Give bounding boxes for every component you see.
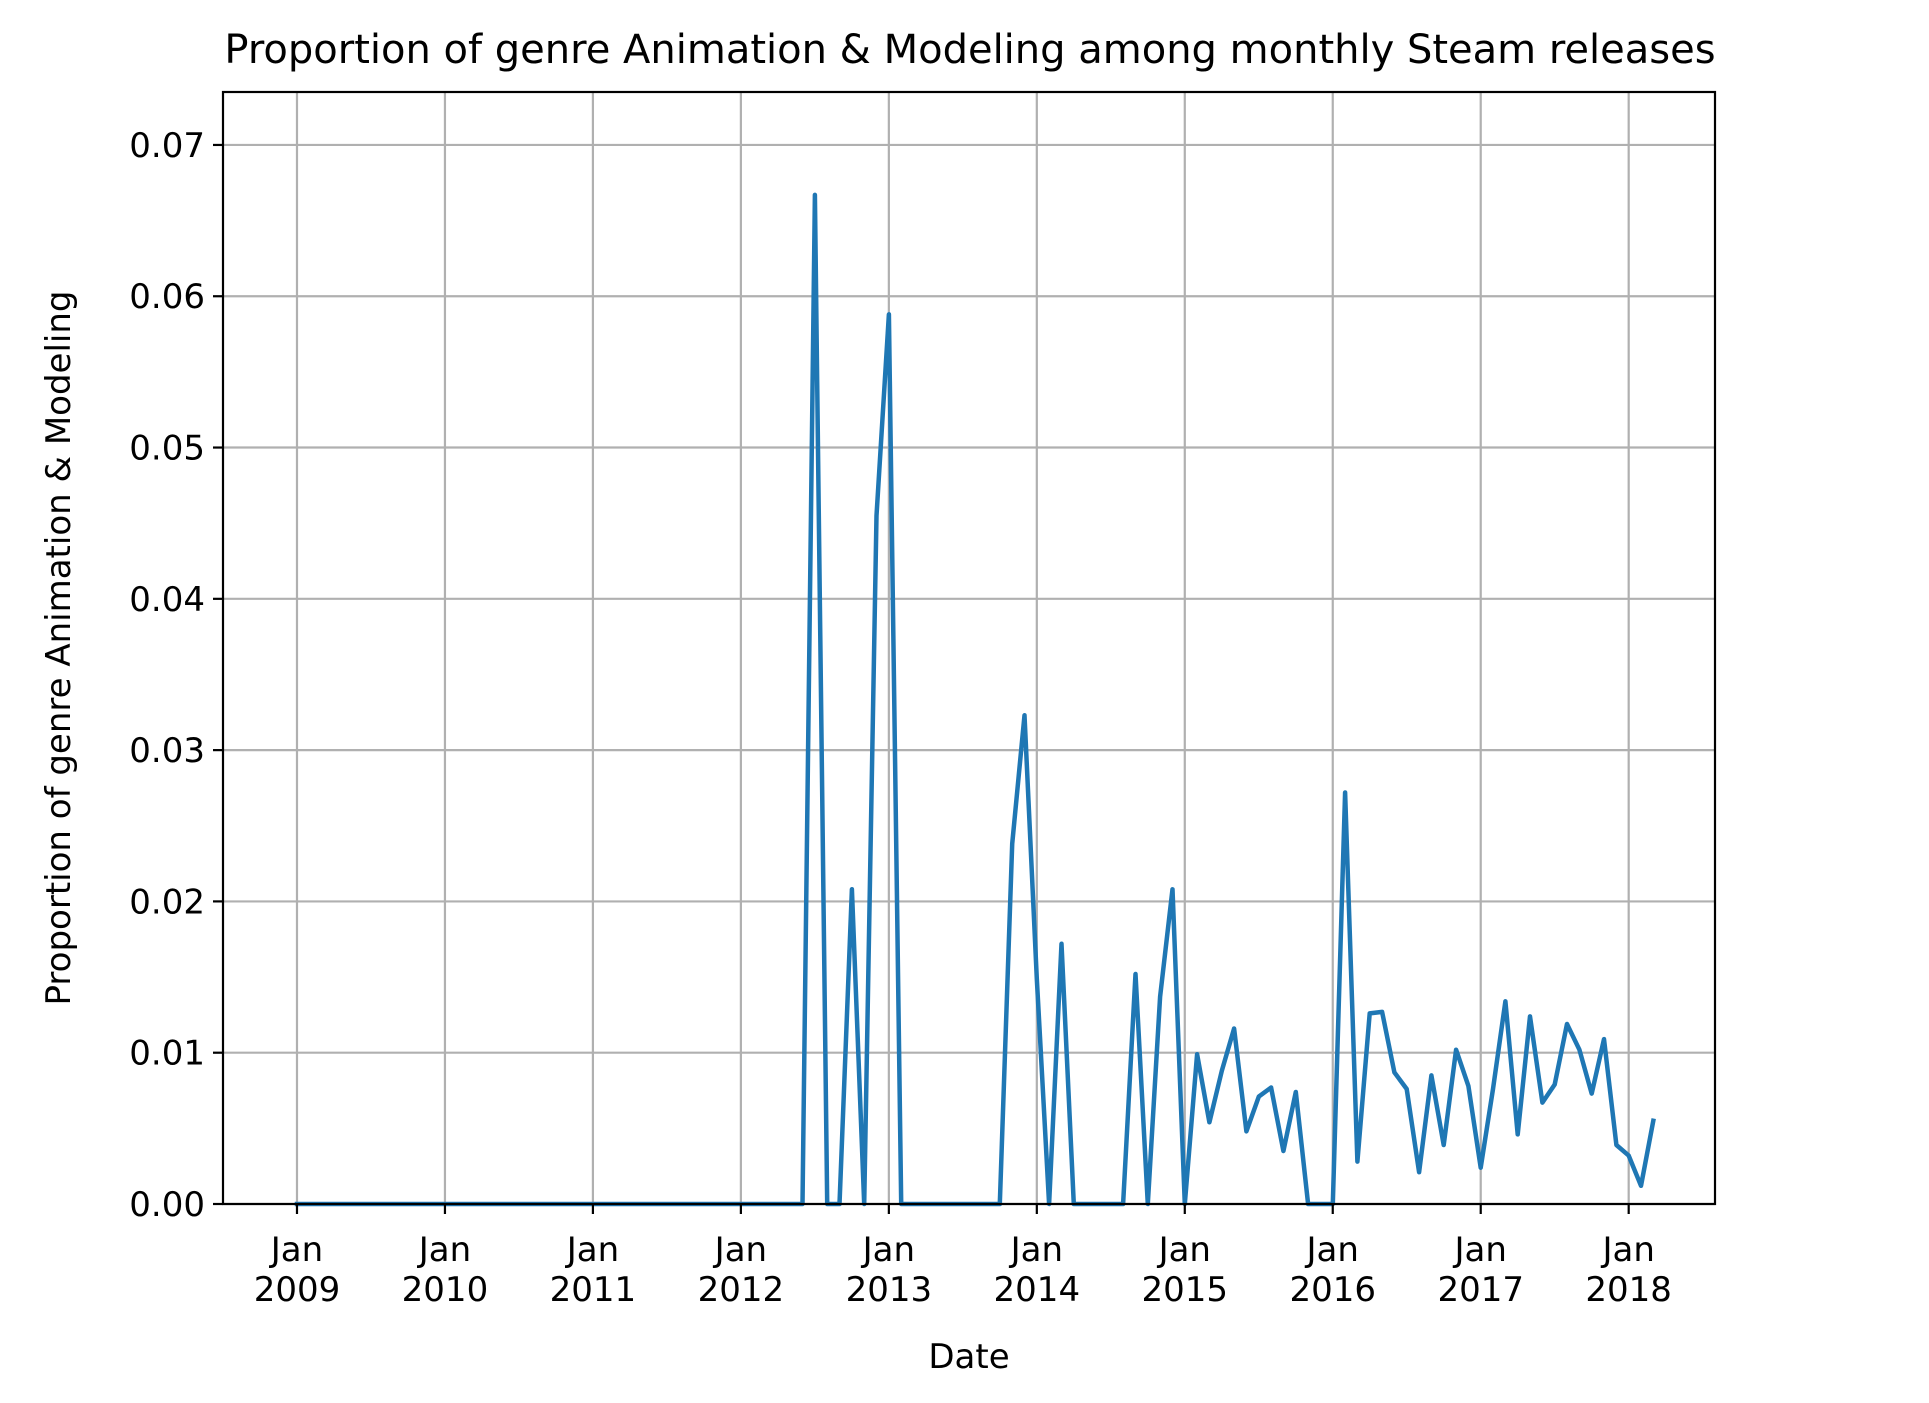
data-point	[1530, 1016, 1531, 1017]
data-point	[814, 194, 815, 195]
data-point	[888, 314, 889, 315]
x-tick-label: Jan 2009	[254, 1230, 341, 1310]
data-point	[851, 889, 852, 890]
x-tick-label-line: 2016	[1289, 1270, 1376, 1310]
data-point	[1024, 715, 1025, 716]
x-tick-label: Jan 2018	[1585, 1230, 1672, 1310]
data-point	[1197, 1054, 1198, 1055]
x-tick-label: Jan 2014	[994, 1230, 1081, 1310]
data-point	[1061, 943, 1062, 944]
x-tick-label-line: 2009	[254, 1270, 341, 1310]
data-point	[1480, 1167, 1481, 1168]
data-point	[1234, 1028, 1235, 1029]
data-point	[1641, 1185, 1642, 1186]
x-tick-label-line: 2011	[550, 1270, 637, 1310]
y-tick-label: 0.03	[129, 731, 205, 771]
data-point	[1258, 1096, 1259, 1097]
data-point	[1542, 1102, 1543, 1103]
x-tick-label-line: Jan	[861, 1230, 915, 1270]
data-point	[1456, 1049, 1457, 1050]
x-tick-label-line: 2010	[402, 1270, 489, 1310]
x-tick-label-line: Jan	[1600, 1230, 1654, 1270]
y-axis-label: Proportion of genre Animation & Modeling	[39, 291, 79, 1006]
x-axis-label: Date	[928, 1337, 1009, 1377]
y-tick-label: 0.05	[129, 429, 205, 469]
y-tick-label: 0.00	[129, 1185, 205, 1225]
data-point	[1160, 996, 1161, 997]
data-point	[1246, 1131, 1247, 1132]
data-point	[1493, 1089, 1494, 1090]
y-tick-label: 0.01	[129, 1034, 205, 1074]
x-tick-label: Jan 2016	[1289, 1230, 1376, 1310]
x-tick-label-line: 2012	[698, 1270, 785, 1310]
y-tick-label: 0.02	[129, 882, 205, 922]
x-tick-label: Jan 2013	[846, 1230, 933, 1310]
data-point	[1419, 1172, 1420, 1173]
x-tick-label: Jan 2017	[1437, 1230, 1524, 1310]
data-point	[1135, 974, 1136, 975]
x-tick-label-line: Jan	[417, 1230, 471, 1270]
data-point	[1394, 1072, 1395, 1073]
data-point	[1616, 1144, 1617, 1145]
x-tick-label: Jan 2012	[698, 1230, 785, 1310]
x-tick-label-line: Jan	[1009, 1230, 1063, 1270]
x-tick-label-line: Jan	[1305, 1230, 1359, 1270]
data-point	[1209, 1122, 1210, 1123]
x-tick-label-line: 2015	[1142, 1270, 1229, 1310]
data-point	[1604, 1039, 1605, 1040]
x-tick-label-line: Jan	[1157, 1230, 1211, 1270]
data-point	[876, 515, 877, 516]
y-tick-label: 0.06	[129, 277, 205, 317]
y-tick-label: 0.07	[129, 126, 205, 166]
x-tick-label-line: Jan	[1453, 1230, 1507, 1270]
data-point	[1517, 1134, 1518, 1135]
data-point	[1468, 1085, 1469, 1086]
x-tick-label-line: Jan	[565, 1230, 619, 1270]
x-tick-label: Jan 2010	[402, 1230, 489, 1310]
data-point	[1653, 1120, 1654, 1121]
data-point	[1345, 792, 1346, 793]
data-point	[1406, 1089, 1407, 1090]
data-point	[1431, 1075, 1432, 1076]
chart-title: Proportion of genre Animation & Modeling…	[224, 27, 1715, 73]
y-axis-ticks: 0.00 0.01 0.02 0.03 0.04 0.05 0.06 0.07	[129, 126, 223, 1225]
data-point	[1295, 1092, 1296, 1093]
x-tick-label-line: Jan	[713, 1230, 767, 1270]
x-gridlines	[295, 92, 1630, 1204]
data-point	[1505, 1001, 1506, 1002]
x-tick-label-line: 2018	[1585, 1270, 1672, 1310]
x-tick-label-line: Jan	[269, 1230, 323, 1270]
data-point	[1036, 978, 1037, 979]
y-tick-label: 0.04	[129, 580, 205, 620]
plot-area	[223, 92, 1715, 1204]
data-point	[1579, 1049, 1580, 1050]
data-point	[1443, 1144, 1444, 1145]
data-point	[1554, 1084, 1555, 1085]
data-point	[1012, 843, 1013, 844]
data-point	[1369, 1013, 1370, 1014]
data-point	[1591, 1093, 1592, 1094]
data-point	[1567, 1023, 1568, 1024]
data-point	[1271, 1087, 1272, 1088]
data-point	[1628, 1155, 1629, 1156]
x-tick-label: Jan 2011	[550, 1230, 637, 1310]
plot-frame	[221, 90, 1717, 1206]
x-tick-label: Jan 2015	[1142, 1230, 1229, 1310]
data-point	[1221, 1070, 1222, 1071]
data-point	[1357, 1161, 1358, 1162]
data-point	[1283, 1151, 1284, 1152]
x-tick-label-line: 2017	[1437, 1270, 1524, 1310]
data-point	[1382, 1011, 1383, 1012]
x-tick-label-line: 2014	[994, 1270, 1081, 1310]
x-tick-label-line: 2013	[846, 1270, 933, 1310]
data-point	[1172, 889, 1173, 890]
